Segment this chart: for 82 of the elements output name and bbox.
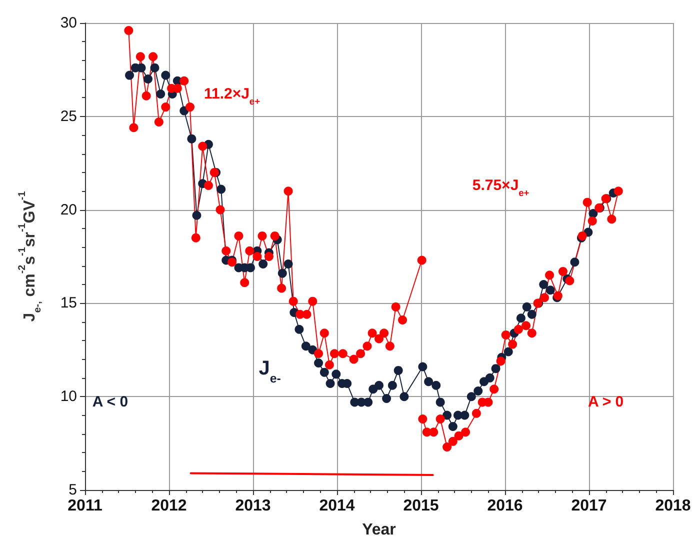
point: [180, 76, 189, 86]
point: [368, 328, 377, 338]
point: [129, 123, 138, 132]
point: [417, 256, 426, 265]
x-tick-label: 2011: [68, 498, 102, 514]
point: [385, 342, 394, 351]
y-tick-label: 20: [60, 201, 77, 218]
point: [308, 296, 318, 306]
point: [264, 252, 274, 261]
point: [565, 276, 574, 286]
point: [222, 246, 231, 256]
y-tick-label: 10: [60, 388, 77, 406]
point: [288, 296, 298, 306]
point: [454, 431, 464, 440]
x-axis-title: Year: [362, 522, 396, 538]
point: [314, 349, 324, 358]
point: [198, 142, 208, 151]
point: [124, 26, 134, 35]
x-tick-label: 2016: [487, 498, 523, 514]
point: [324, 360, 334, 370]
point: [380, 328, 389, 338]
point: [442, 442, 452, 452]
point: [558, 266, 568, 276]
point: [191, 233, 200, 242]
point: [270, 231, 280, 240]
point: [461, 428, 470, 437]
point: [154, 118, 164, 126]
point: [429, 428, 438, 437]
point: [142, 91, 151, 100]
point: [148, 52, 158, 62]
point: [391, 302, 400, 312]
x-tick-label: 2012: [151, 498, 187, 514]
point: [490, 384, 499, 394]
point: [216, 205, 225, 214]
point: [136, 52, 145, 62]
point: [330, 349, 339, 358]
point: [588, 216, 597, 226]
point: [374, 334, 384, 344]
point: [245, 246, 254, 256]
point: [514, 324, 523, 334]
point: [540, 293, 549, 302]
point: [607, 214, 616, 224]
point: [527, 328, 536, 338]
point: [508, 340, 518, 349]
point: [161, 102, 170, 112]
x-tick-label: 2018: [655, 498, 691, 514]
annotation: A < 0: [92, 394, 128, 411]
text: Je-, cm-2s-1sr-1GV-1: [16, 191, 44, 322]
point: [240, 278, 250, 288]
point: [320, 328, 329, 338]
point: [582, 198, 592, 207]
y-tick-label: 15: [60, 294, 77, 312]
x-tick-label: 2015: [403, 498, 439, 514]
point: [302, 310, 312, 319]
point: [258, 231, 267, 240]
x-tick-label: 2013: [235, 498, 271, 514]
annotation: A > 0: [588, 394, 624, 411]
y-tick-label: 5: [68, 482, 77, 498]
point: [418, 414, 428, 424]
point: [448, 436, 458, 446]
point: [338, 349, 348, 358]
point: [284, 186, 293, 196]
point: [349, 354, 358, 364]
point: [398, 316, 408, 325]
y-tick-label: 30: [60, 14, 77, 32]
point: [614, 186, 623, 196]
point: [204, 181, 213, 190]
point: [501, 330, 510, 340]
point: [522, 321, 530, 330]
point: [496, 356, 506, 366]
point: [186, 102, 194, 112]
x-tick-label: 2014: [319, 498, 355, 514]
point: [362, 342, 372, 351]
point: [252, 252, 262, 261]
point: [545, 270, 554, 280]
point: [436, 414, 445, 424]
point: [356, 349, 366, 358]
y-tick-label: 25: [60, 108, 77, 125]
point: [234, 231, 244, 240]
point: [472, 408, 481, 418]
point: [277, 284, 286, 293]
x-tick-label: 2017: [571, 498, 607, 514]
